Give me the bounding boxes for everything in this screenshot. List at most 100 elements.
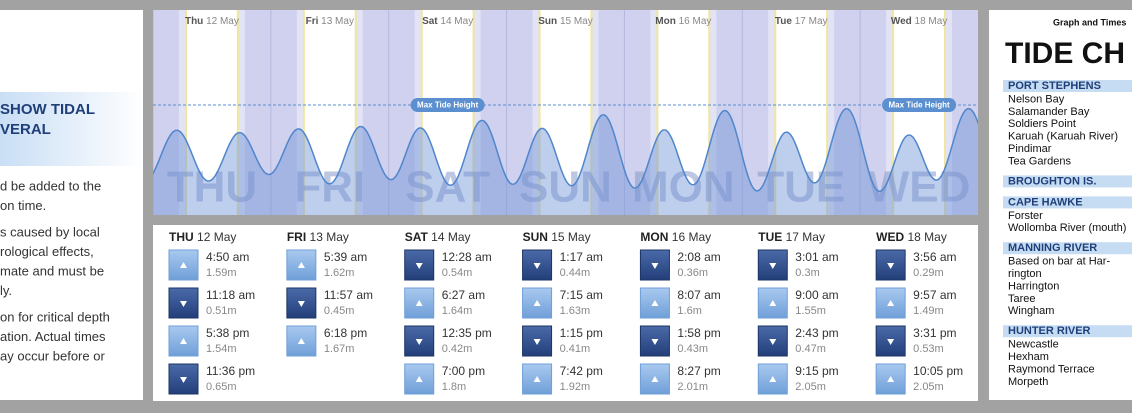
tide-time: 6:18 pm xyxy=(324,326,367,340)
tide-curve xyxy=(634,129,665,189)
tide-curve xyxy=(846,107,880,193)
tide-height: 1.92m xyxy=(560,381,591,393)
table-day-header: FRI 13 May xyxy=(287,230,349,244)
day-date: 17 May xyxy=(795,16,828,27)
section-name: BROUGHTON IS. xyxy=(1008,175,1096,187)
tide-curve xyxy=(879,134,910,193)
tide-height: 0.29m xyxy=(913,267,944,279)
location: Based on bar at Har- xyxy=(1008,256,1110,268)
day-date: 13 May xyxy=(321,16,354,27)
day-watermark: SAT xyxy=(405,163,490,212)
day-watermark: FRI xyxy=(294,163,365,212)
location: Wollomba River (mouth) xyxy=(1008,222,1126,234)
tide-height: 2.05m xyxy=(913,381,944,393)
tide-arrow xyxy=(415,376,423,382)
day-name: Mon xyxy=(655,16,676,27)
heading: SHOW TIDAL xyxy=(0,101,95,118)
tide-time: 11:18 am xyxy=(206,288,255,302)
subtitle: Graph and Times xyxy=(1053,17,1126,27)
tide-height: 1.49m xyxy=(913,305,944,317)
day-name: SUN xyxy=(523,230,548,244)
table-day-header: SAT 14 May xyxy=(405,230,471,244)
tide-arrow xyxy=(533,263,541,269)
tide-time: 6:27 am xyxy=(442,288,485,302)
day-date: 14 May xyxy=(440,16,473,27)
tide-height: 0.51m xyxy=(206,305,237,317)
tide-time: 8:27 pm xyxy=(677,364,720,378)
tide-arrow xyxy=(533,339,541,345)
day-label: Mon 16 May xyxy=(655,16,711,27)
section-band xyxy=(1003,325,1132,338)
day-label: Sun 15 May xyxy=(538,16,592,27)
tide-curve xyxy=(450,119,483,186)
tide-time: 2:08 am xyxy=(677,250,720,264)
location: Salamander Bay xyxy=(1008,106,1090,118)
tide-height: 1.64m xyxy=(442,305,473,317)
daylight xyxy=(893,10,945,215)
tide-curve xyxy=(208,131,240,182)
tide-curve xyxy=(692,109,726,186)
location: Forster xyxy=(1008,210,1043,222)
tide-height: 1.67m xyxy=(324,343,355,355)
tide-curve xyxy=(814,107,847,184)
location: Newcastle xyxy=(1008,339,1059,351)
tide-curve xyxy=(542,127,572,187)
tide-height: 0.41m xyxy=(560,343,591,355)
high-tide-icon xyxy=(639,287,670,319)
day-name: Thu xyxy=(185,16,203,27)
max-tide-pill xyxy=(882,98,957,112)
day-date: 15 May xyxy=(560,16,593,27)
day-date: 12 May xyxy=(197,230,236,244)
tide-time: 7:42 pm xyxy=(560,364,603,378)
tide-height: 1.59m xyxy=(206,267,237,279)
tide-arrow xyxy=(180,301,187,307)
day-name: WED xyxy=(876,230,904,244)
tide-height: 1.6m xyxy=(677,305,701,317)
section-band xyxy=(1003,196,1132,209)
tide-curve xyxy=(571,114,604,187)
day-label: Sat 14 May xyxy=(422,16,473,27)
section-name: HUNTER RIVER xyxy=(1008,325,1091,337)
location: Harrington xyxy=(1008,280,1059,292)
table-day-header: WED 18 May xyxy=(876,230,947,244)
section-band xyxy=(1003,80,1132,92)
tide-time: 1:17 am xyxy=(560,250,603,264)
paragraph-line: ay occur before or xyxy=(0,348,105,363)
location: Nelson Bay xyxy=(1008,93,1065,105)
location: Taree xyxy=(1008,293,1036,305)
tide-time: 12:35 pm xyxy=(442,326,492,340)
daylight xyxy=(421,10,474,215)
tide-arrow xyxy=(415,300,423,306)
day-date: 16 May xyxy=(679,16,712,27)
tide-time: 9:15 pm xyxy=(795,364,838,378)
tide-time: 10:05 pm xyxy=(913,364,963,378)
day-label: Fri 13 May xyxy=(306,16,354,27)
tide-arrow xyxy=(533,300,541,306)
day-name: Wed xyxy=(891,16,912,27)
daylight xyxy=(303,10,356,215)
tide-time: 9:57 am xyxy=(913,288,956,302)
tide-arrow xyxy=(533,376,541,382)
table-day-header: SUN 15 May xyxy=(523,230,591,244)
tide-height: 0.45m xyxy=(324,305,355,317)
tide-arrow xyxy=(769,376,777,382)
tide-height: 0.47m xyxy=(795,343,826,355)
tide-time: 3:31 pm xyxy=(913,326,956,340)
tide-height: 0.44m xyxy=(560,267,591,279)
tide-height: 0.43m xyxy=(677,343,708,355)
tide-arrow xyxy=(651,339,659,345)
day-watermark: SUN xyxy=(519,163,612,212)
day-date: 15 May xyxy=(551,230,590,244)
tide-curve xyxy=(756,131,787,192)
section-band xyxy=(1003,242,1132,255)
tide-area xyxy=(153,108,978,215)
location: Morpeth xyxy=(1008,376,1048,388)
tide-time: 9:00 am xyxy=(795,288,838,302)
max-tide-pill xyxy=(410,98,485,112)
day-name: TUE xyxy=(758,230,782,244)
tide-height: 1.63m xyxy=(560,305,591,317)
tide-arrow xyxy=(297,262,305,268)
location: Tea Gardens xyxy=(1008,155,1071,167)
tide-curve xyxy=(176,129,209,182)
